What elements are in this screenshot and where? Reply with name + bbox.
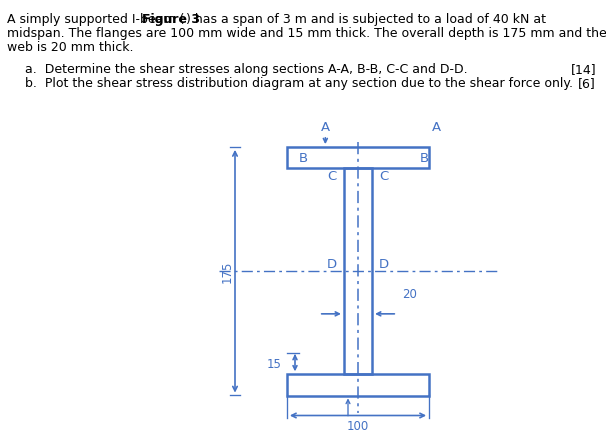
Text: Figure 3: Figure 3 <box>142 13 200 26</box>
Text: web is 20 mm thick.: web is 20 mm thick. <box>7 41 133 54</box>
Text: midspan. The flanges are 100 mm wide and 15 mm thick. The overall depth is 175 m: midspan. The flanges are 100 mm wide and… <box>7 27 606 40</box>
Text: [6]: [6] <box>578 77 596 90</box>
Text: C: C <box>327 169 336 182</box>
Text: [14]: [14] <box>570 63 596 76</box>
Text: 100: 100 <box>347 420 369 430</box>
Text: a.  Determine the shear stresses along sections A-A, B-B, C-C and D-D.: a. Determine the shear stresses along se… <box>25 63 468 76</box>
Text: D: D <box>379 257 389 270</box>
Text: ) has a span of 3 m and is subjected to a load of 40 kN at: ) has a span of 3 m and is subjected to … <box>186 13 546 26</box>
Text: 20: 20 <box>402 288 417 301</box>
Text: A simply supported I-beam (: A simply supported I-beam ( <box>7 13 184 26</box>
Text: C: C <box>379 169 389 182</box>
Text: B: B <box>298 152 308 165</box>
Bar <box>287 375 429 396</box>
Bar <box>344 169 372 375</box>
Text: D: D <box>327 257 337 270</box>
Text: B: B <box>419 152 428 165</box>
Text: A: A <box>432 121 441 134</box>
Text: b.  Plot the shear stress distribution diagram at any section due to the shear f: b. Plot the shear stress distribution di… <box>25 77 573 90</box>
Text: A: A <box>321 121 330 134</box>
Bar <box>287 147 429 169</box>
Text: 175: 175 <box>221 261 233 283</box>
Text: 15: 15 <box>267 357 282 370</box>
